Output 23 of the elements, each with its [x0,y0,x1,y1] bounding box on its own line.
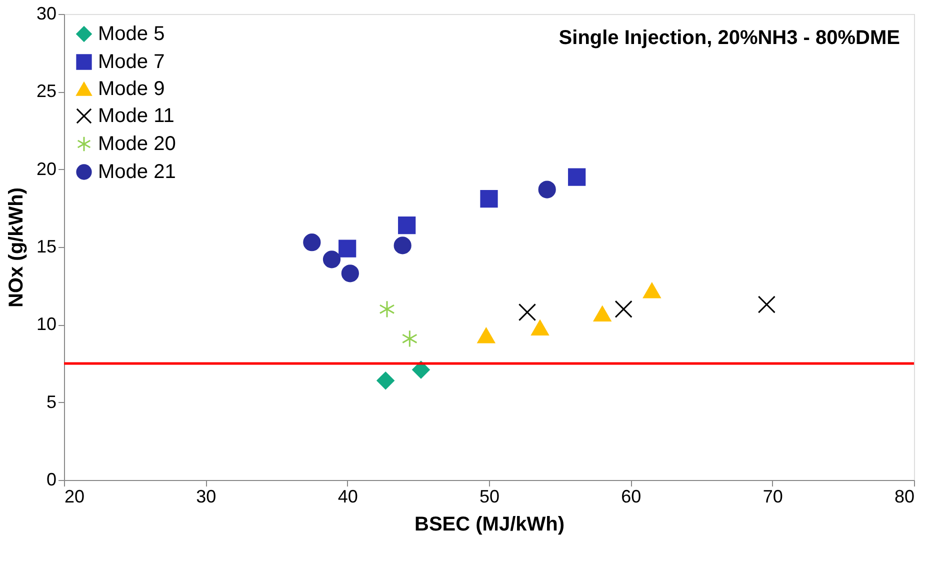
legend-label: Mode 20 [98,133,176,155]
legend-label: Mode 7 [98,51,165,73]
y-tick-label: 30 [36,4,56,24]
x-axis-title: BSEC (MJ/kWh) [414,514,564,536]
legend-label: Mode 5 [98,23,165,45]
x-tick-label: 20 [64,486,85,506]
annotation: Single Injection, 20%NH3 - 80%DME [558,27,900,49]
x-tick-label: 50 [479,486,500,506]
legend-label: Mode 11 [98,105,174,127]
y-tick-label: 5 [46,392,56,412]
legend-label: Mode 9 [98,78,165,100]
x-tick-label: 30 [196,486,216,506]
y-tick-label: 0 [46,470,56,490]
x-tick-label: 70 [762,486,783,506]
x-tick-label: 40 [338,486,358,506]
y-tick-label: 10 [36,314,56,334]
x-tick-label: 60 [621,486,642,506]
y-tick-label: 15 [36,236,56,256]
y-tick-label: 25 [36,81,56,102]
legend-label: Mode 21 [98,161,176,183]
x-tick-label: 80 [894,486,914,506]
y-tick-label: 20 [36,158,56,179]
y-axis-title: NOx (g/kWh) [5,188,28,308]
